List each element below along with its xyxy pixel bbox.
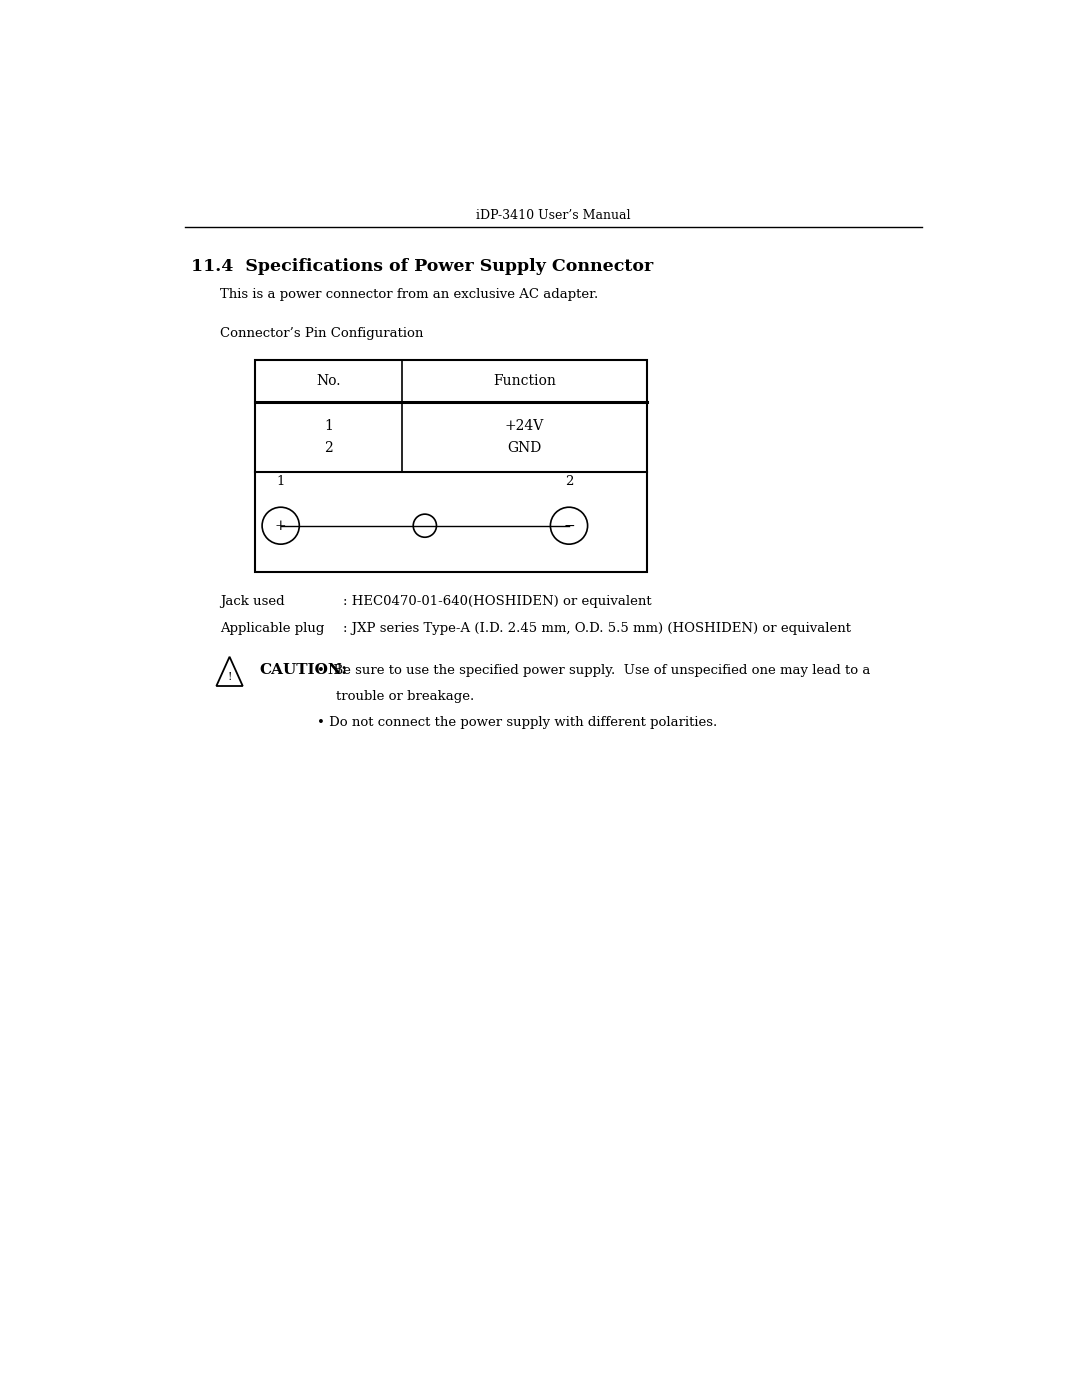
Bar <box>255 360 647 571</box>
Text: −: − <box>563 518 575 532</box>
Text: 2: 2 <box>324 441 333 455</box>
Text: +: + <box>275 518 286 532</box>
Text: iDP-3410 User’s Manual: iDP-3410 User’s Manual <box>476 210 631 222</box>
Text: This is a power connector from an exclusive AC adapter.: This is a power connector from an exclus… <box>220 288 598 302</box>
Text: Function: Function <box>492 374 556 388</box>
Text: Connector’s Pin Configuration: Connector’s Pin Configuration <box>220 327 423 339</box>
Text: Jack used: Jack used <box>220 595 285 608</box>
Text: No.: No. <box>316 374 341 388</box>
Text: 1: 1 <box>324 419 334 433</box>
Text: •  Be sure to use the specified power supply.  Use of unspecified one may lead t: • Be sure to use the specified power sup… <box>318 664 870 678</box>
Text: 2: 2 <box>565 475 573 489</box>
Text: GND: GND <box>508 441 541 455</box>
Text: CAUTION:: CAUTION: <box>259 664 347 678</box>
Text: : JXP series Type-A (I.D. 2.45 mm, O.D. 5.5 mm) (HOSHIDEN) or equivalent: : JXP series Type-A (I.D. 2.45 mm, O.D. … <box>342 622 851 634</box>
Text: 1: 1 <box>276 475 285 489</box>
Text: Applicable plug: Applicable plug <box>220 622 325 634</box>
Text: 11.4  Specifications of Power Supply Connector: 11.4 Specifications of Power Supply Conn… <box>191 257 653 275</box>
Text: : HEC0470-01-640(HOSHIDEN) or equivalent: : HEC0470-01-640(HOSHIDEN) or equivalent <box>342 595 651 608</box>
Text: +24V: +24V <box>504 419 544 433</box>
Text: !: ! <box>227 672 232 682</box>
Text: trouble or breakage.: trouble or breakage. <box>337 690 475 703</box>
Text: • Do not connect the power supply with different polarities.: • Do not connect the power supply with d… <box>318 717 717 729</box>
